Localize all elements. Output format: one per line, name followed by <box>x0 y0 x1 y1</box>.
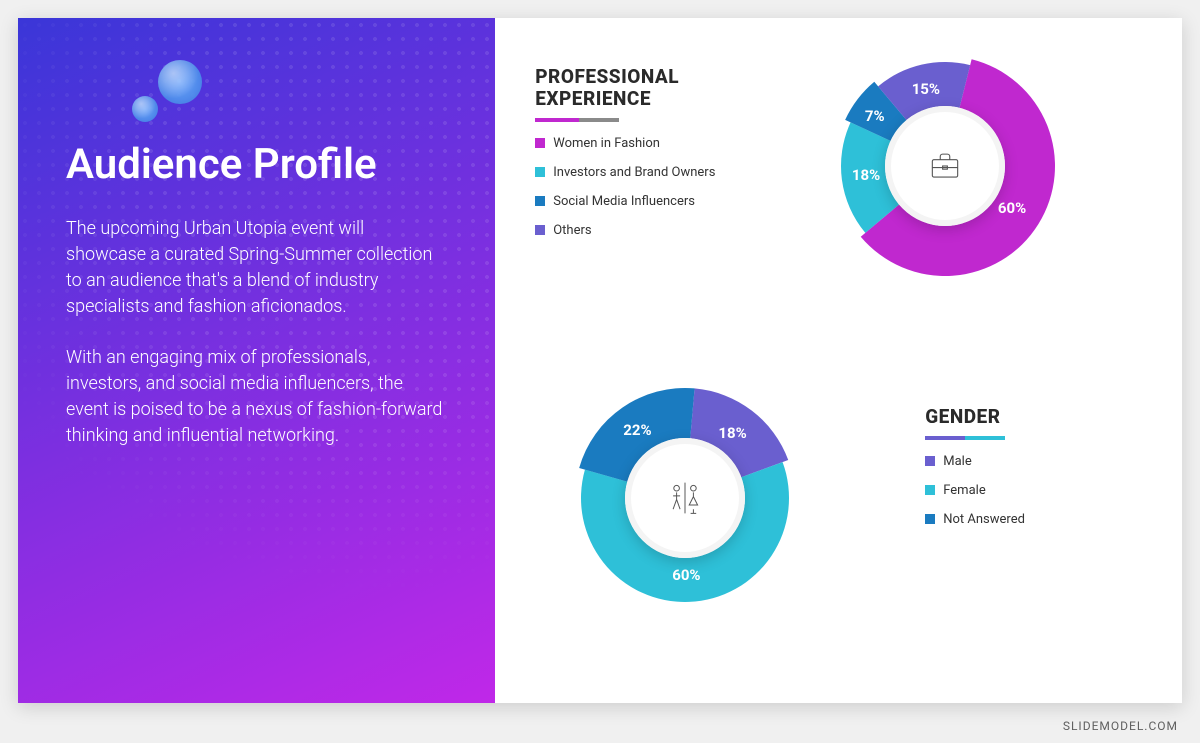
legend-item: Others <box>535 223 755 238</box>
slice-percent-label: 22% <box>623 421 651 439</box>
experience-title: PROFESSIONALEXPERIENCE <box>535 66 755 110</box>
slice-percent-label: 7% <box>865 107 885 125</box>
legend-label: Investors and Brand Owners <box>553 165 715 180</box>
legend-swatch <box>535 196 545 206</box>
footer-brand: SLIDEMODEL.COM <box>1063 719 1178 733</box>
legend-label: Female <box>943 483 985 498</box>
legend-item: Female <box>925 483 1125 498</box>
legend-swatch <box>925 514 935 524</box>
experience-underline <box>535 118 755 122</box>
legend-item: Social Media Influencers <box>535 194 755 209</box>
gender-block: GENDER Male Female Not Answered <box>925 406 1125 541</box>
legend-swatch <box>535 167 545 177</box>
legend-swatch <box>535 225 545 235</box>
gender-icon <box>664 477 706 519</box>
legend-item: Investors and Brand Owners <box>535 165 755 180</box>
experience-block: PROFESSIONALEXPERIENCE Women in Fashion I… <box>535 66 755 252</box>
briefcase-icon <box>926 147 964 185</box>
legend-swatch <box>535 138 545 148</box>
gender-legend: Male Female Not Answered <box>925 454 1125 527</box>
legend-item: Male <box>925 454 1125 469</box>
experience-donut-chart: 60% 18% 7% 15% <box>825 46 1065 286</box>
slice-percent-label: 15% <box>912 80 940 98</box>
slide: Audience Profile The upcoming Urban Utop… <box>18 18 1182 703</box>
bubble-decor-small <box>132 96 158 122</box>
legend-swatch <box>925 485 935 495</box>
legend-item: Not Answered <box>925 512 1125 527</box>
right-panel: PROFESSIONALEXPERIENCE Women in Fashion I… <box>495 18 1182 703</box>
slice-percent-label: 60% <box>672 566 700 584</box>
gender-title: GENDER <box>925 406 1125 428</box>
slice-percent-label: 18% <box>718 424 746 442</box>
experience-legend: Women in Fashion Investors and Brand Owne… <box>535 136 755 238</box>
legend-label: Women in Fashion <box>553 136 660 151</box>
donut-center <box>885 106 1005 226</box>
legend-label: Not Answered <box>943 512 1025 527</box>
slice-percent-label: 60% <box>998 199 1026 217</box>
gender-underline <box>925 436 1125 440</box>
legend-label: Others <box>553 223 591 238</box>
donut-center <box>625 438 745 558</box>
legend-label: Male <box>943 454 971 469</box>
legend-swatch <box>925 456 935 466</box>
left-panel: Audience Profile The upcoming Urban Utop… <box>18 18 495 703</box>
page-title: Audience Profile <box>66 142 455 188</box>
bubble-decor-large <box>158 60 202 104</box>
legend-item: Women in Fashion <box>535 136 755 151</box>
slice-percent-label: 18% <box>852 166 880 184</box>
intro-paragraph-1: The upcoming Urban Utopia event will sho… <box>66 216 446 320</box>
intro-paragraph-2: With an engaging mix of professionals, i… <box>66 345 446 449</box>
legend-label: Social Media Influencers <box>553 194 695 209</box>
gender-donut-chart: 18% 60% 22% <box>565 378 805 618</box>
